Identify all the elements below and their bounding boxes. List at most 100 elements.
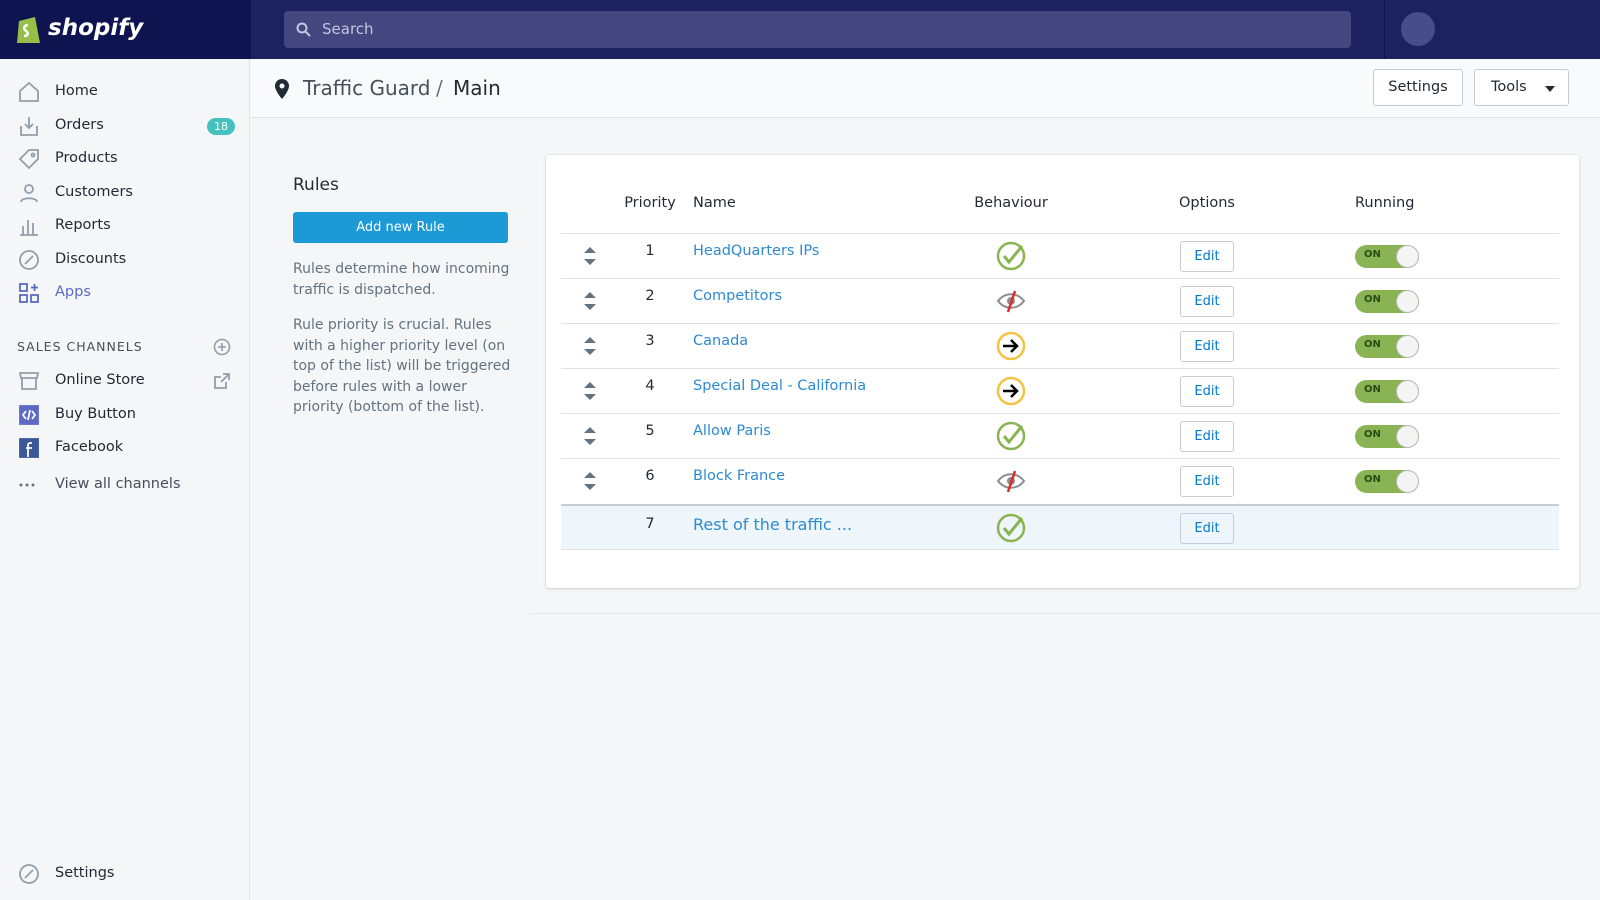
add-rule-button[interactable]: Add new Rule [293,212,508,243]
nav-icon [19,283,39,303]
column-header: Name [693,195,736,211]
reorder-handle[interactable] [583,290,597,312]
nav-item[interactable]: Discounts [0,246,249,274]
toggle-knob [1396,335,1419,358]
edit-button[interactable]: Edit [1180,466,1234,497]
nav-label: Buy Button [55,405,136,422]
nav-item[interactable]: Orders 18 [0,112,249,140]
nav-item[interactable]: Apps [0,279,249,307]
nav-label: Discounts [55,250,127,267]
nav-label: Customers [55,183,133,200]
reorder-handle[interactable] [583,425,597,447]
edit-button[interactable]: Edit [1180,421,1234,452]
pin-icon [275,79,289,99]
toggle-knob [1396,290,1419,313]
rule-name[interactable]: Block France [693,468,786,484]
view-all-channels[interactable]: View all channels [55,476,181,492]
behaviour-icon [996,331,1026,361]
reorder-handle[interactable] [583,470,597,492]
table-row: 5 Allow Paris Edit ON [561,413,1559,458]
more-icon [19,483,35,487]
rule-name[interactable]: Special Deal - California [693,378,867,394]
search-icon [296,22,311,37]
nav-item[interactable]: Reports [0,212,249,240]
logo-icon [17,17,40,43]
nav-icon [19,438,39,458]
priority: 2 [645,288,655,304]
avatar[interactable] [1401,12,1435,46]
tools-button[interactable]: Tools [1474,69,1569,106]
toggle-knob [1396,470,1419,493]
table-row: 6 Block France Edit ON [561,458,1559,503]
table-row: 7 Rest of the traffic ... Edit [561,504,1559,550]
search-box[interactable]: Search [284,11,1351,48]
table-row: 4 Special Deal - California Edit ON [561,368,1559,413]
settings-button[interactable]: Settings [1373,69,1463,106]
rule-name[interactable]: HeadQuarters IPs [693,243,820,259]
rule-name[interactable]: Rest of the traffic ... [693,515,853,534]
nav-item[interactable]: Facebook [0,434,249,462]
edit-button[interactable]: Edit [1180,376,1234,407]
breadcrumb-page: Main [453,76,501,100]
column-header: Running [1355,195,1415,211]
running-toggle[interactable]: ON [1355,245,1419,268]
priority: 1 [645,243,655,259]
running-toggle[interactable]: ON [1355,470,1419,493]
table-row: 3 Canada Edit ON [561,323,1559,368]
nav-icon [19,864,39,884]
behaviour-icon [996,470,1026,493]
breadcrumb-app[interactable]: Traffic Guard [303,76,431,100]
rule-name[interactable]: Canada [693,333,749,349]
add-channel-icon[interactable] [213,338,231,356]
nav-icon [18,149,39,170]
toggle-label: ON [1364,429,1381,440]
tools-label: Tools [1491,79,1527,95]
nav-label: Settings [55,865,115,881]
nav-item[interactable]: Settings [0,860,249,888]
nav-label: Apps [55,284,91,300]
sidebar [0,59,250,900]
toggle-knob [1396,425,1419,448]
caret [1545,86,1555,92]
edit-button[interactable]: Edit [1180,513,1234,544]
nav-item[interactable]: Home [0,78,249,106]
edit-button[interactable]: Edit [1180,241,1234,272]
behaviour-icon [996,290,1026,313]
logo[interactable]: shopify [0,0,251,59]
behaviour-icon [996,376,1026,406]
breadcrumb-separator: / [436,76,443,100]
behaviour-icon [996,241,1026,271]
rules-description: Rule priority is crucial. Rules with a h… [293,317,511,415]
nav-item[interactable]: Buy Button [0,401,249,429]
toggle-label: ON [1364,474,1381,485]
nav-item[interactable]: Products [0,145,249,173]
nav-label: Orders [55,116,104,133]
running-toggle[interactable]: ON [1355,380,1419,403]
nav-item[interactable]: Online Store [0,367,249,395]
external-icon [214,373,230,389]
nav-label: Home [55,83,98,99]
running-toggle[interactable]: ON [1355,425,1419,448]
nav-item[interactable]: Customers [0,179,249,207]
column-header: Behaviour [974,195,1048,211]
toggle-label: ON [1364,294,1381,305]
rule-name[interactable]: Allow Paris [693,423,771,439]
reorder-handle[interactable] [583,245,597,267]
edit-button[interactable]: Edit [1180,286,1234,317]
reorder-handle[interactable] [583,380,597,402]
reorder-handle[interactable] [583,335,597,357]
nav-icon [20,183,38,202]
divider [1384,0,1385,59]
nav-icon [19,81,39,102]
running-toggle[interactable]: ON [1355,335,1419,358]
priority: 7 [645,516,655,532]
edit-button[interactable]: Edit [1180,331,1234,362]
running-toggle[interactable]: ON [1355,290,1419,313]
nav-icon [19,249,39,270]
rule-name[interactable]: Competitors [693,288,783,304]
toggle-label: ON [1364,384,1381,395]
table-row: 2 Competitors Edit ON [561,278,1559,323]
behaviour-icon [996,421,1026,451]
